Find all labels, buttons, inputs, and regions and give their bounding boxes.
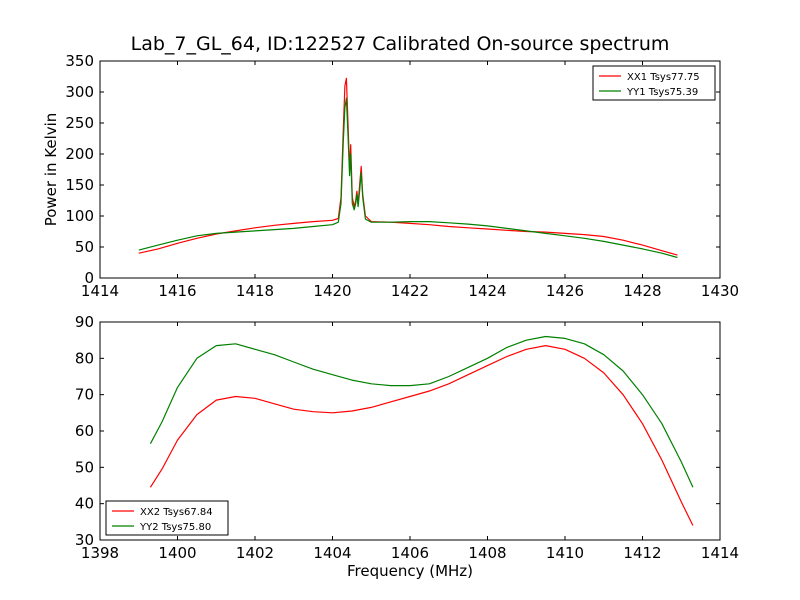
plot2-xtick-label: 1400 [158, 544, 196, 562]
plot2-xtick-label: 1414 [701, 544, 739, 562]
plot1-legend-label-1: XX1 Tsys77.75 [627, 72, 700, 83]
plot1-series-line-2 [138, 97, 678, 259]
plot1-ytick-label: 250 [65, 114, 94, 132]
plot2-ytick-label: 90 [75, 313, 94, 331]
plot2-ytick-label: 60 [75, 422, 94, 440]
plot2-xlabel: Frequency (MHz) [347, 562, 473, 580]
plot2-series-line-1 [149, 345, 694, 526]
plot1-xtick-label: 1426 [546, 282, 584, 300]
plot2-xtick-label: 1398 [81, 544, 119, 562]
plot2-legend-label-2: YY2 Tsys75.80 [139, 522, 211, 533]
plot1-ytick-label: 350 [65, 52, 94, 70]
plot1-ytick-label: 0 [84, 269, 94, 287]
plot1-xtick-label: 1430 [701, 282, 739, 300]
plot1-ytick-label: 200 [65, 145, 94, 163]
plot1-series-line-1 [138, 77, 678, 256]
plot2-xtick-label: 1410 [546, 544, 584, 562]
plot1-xtick-label: 1420 [313, 282, 351, 300]
plot2-xtick-label: 1412 [623, 544, 661, 562]
plot1-xtick-label: 1428 [623, 282, 661, 300]
plot2-legend-label-1: XX2 Tsys67.84 [140, 507, 213, 518]
plot2-series-line-2 [149, 335, 694, 488]
plot1-xtick-label: 1418 [236, 282, 274, 300]
plot1-xtick-label: 1416 [158, 282, 196, 300]
plot2-ytick-label: 30 [75, 531, 94, 549]
plot2-xtick-label: 1408 [468, 544, 506, 562]
plot1-legend-label-2: YY1 Tsys75.39 [626, 87, 698, 98]
plot2-ytick-label: 50 [75, 458, 94, 476]
plot2-xtick-label: 1402 [236, 544, 274, 562]
plot1-xtick-label: 1424 [468, 282, 506, 300]
plot1-ytick-label: 300 [65, 83, 94, 101]
plot1-xtick-label: 1414 [81, 282, 119, 300]
plot1-legend [592, 65, 716, 101]
plot2-xtick-label: 1404 [313, 544, 351, 562]
plot1-xtick-label: 1422 [391, 282, 429, 300]
plot2-ytick-label: 70 [75, 386, 94, 404]
plot1-ytick-label: 50 [75, 238, 94, 256]
plot2-xtick-label: 1406 [391, 544, 429, 562]
plot2-ytick-label: 80 [75, 349, 94, 367]
plot1-ylabel: Power in Kelvin [42, 113, 60, 227]
plot2-legend [105, 500, 229, 536]
plot1-ytick-label: 100 [65, 207, 94, 225]
plot1-ytick-label: 150 [65, 176, 94, 194]
chart-title: Lab_7_GL_64, ID:122527 Calibrated On-sou… [130, 33, 670, 55]
plot2-ytick-label: 40 [75, 495, 94, 513]
